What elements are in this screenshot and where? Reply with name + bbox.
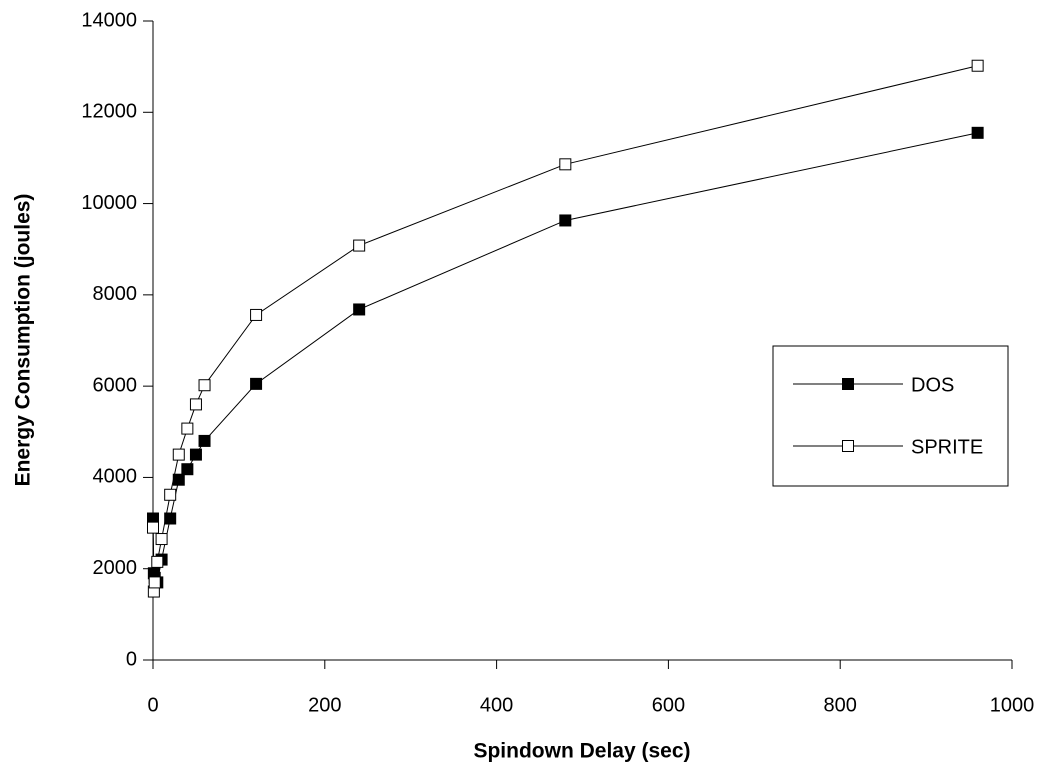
data-point — [353, 303, 366, 316]
legend-label: DOS — [911, 374, 954, 396]
x-tick-label: 400 — [480, 694, 513, 716]
y-tick-label: 14000 — [81, 9, 137, 31]
data-point — [198, 379, 211, 392]
data-point — [164, 512, 177, 525]
data-point — [172, 473, 185, 486]
x-axis-title: Spindown Delay (sec) — [473, 740, 690, 763]
data-point — [250, 308, 263, 321]
x-tick-label: 1000 — [990, 694, 1035, 716]
x-tick-label: 200 — [308, 694, 341, 716]
data-point — [164, 488, 177, 501]
data-point — [559, 158, 572, 171]
x-tick-label: 600 — [652, 694, 685, 716]
data-point — [250, 377, 263, 390]
y-tick-label: 10000 — [81, 192, 137, 214]
legend-label: SPRITE — [911, 436, 983, 458]
x-tick-label: 800 — [824, 694, 857, 716]
y-tick-label: 6000 — [93, 374, 138, 396]
data-point — [353, 239, 366, 252]
y-axis-title: Energy Consumption (joules) — [12, 194, 35, 487]
data-point — [198, 434, 211, 447]
data-point — [147, 521, 159, 534]
data-point — [151, 555, 164, 568]
data-point — [189, 398, 202, 411]
legend-box — [772, 345, 1009, 487]
data-point — [181, 463, 194, 476]
data-point — [971, 59, 984, 72]
data-point — [155, 533, 168, 546]
data-point — [559, 214, 572, 227]
data-point — [971, 126, 984, 139]
legend-marker — [842, 378, 854, 390]
y-tick-label: 12000 — [81, 101, 137, 123]
y-tick-label: 2000 — [93, 557, 138, 579]
data-point — [181, 422, 194, 435]
series-line — [152, 65, 978, 592]
x-tick-label: 0 — [147, 694, 158, 716]
legend-marker — [842, 440, 854, 452]
data-point — [189, 448, 202, 461]
y-tick-label: 8000 — [93, 283, 138, 305]
data-point — [148, 576, 161, 589]
data-point — [172, 448, 185, 461]
y-tick-label: 0 — [126, 648, 137, 670]
y-tick-label: 4000 — [93, 466, 138, 488]
